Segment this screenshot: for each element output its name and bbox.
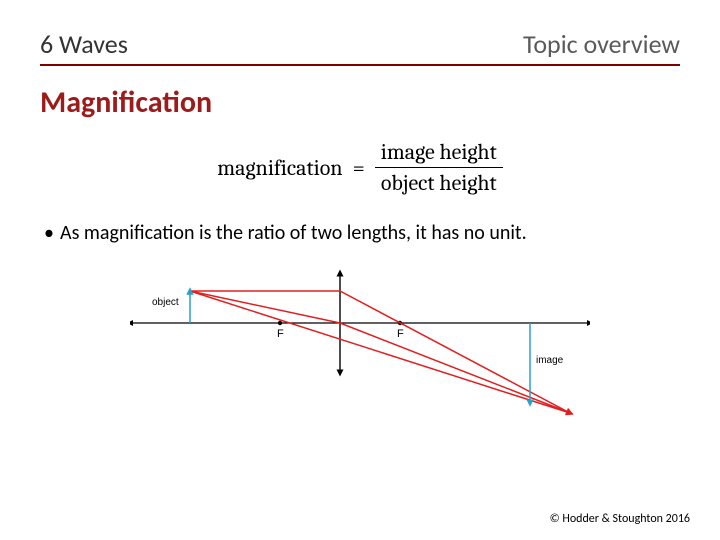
header: 6 Waves Topic overview: [40, 28, 680, 66]
topic-label: Topic overview: [523, 28, 680, 60]
formula-denominator: object height: [375, 168, 503, 196]
chapter-label: 6 Waves: [40, 28, 128, 60]
bullet-item: • As magnification is the ratio of two l…: [44, 221, 676, 245]
formula-lhs: magnification: [217, 155, 342, 181]
ray-diagram: F Fobject image: [130, 263, 590, 433]
bullet-text: As magnification is the ratio of two len…: [60, 221, 527, 245]
bullet-marker: •: [44, 221, 50, 245]
formula-equals: =: [353, 155, 365, 181]
copyright-footer: © Hodder & Stoughton 2016: [550, 512, 690, 526]
svg-text:F: F: [397, 328, 404, 340]
magnification-formula: magnification = image height object heig…: [40, 139, 680, 197]
svg-text:F: F: [277, 328, 284, 340]
svg-text:image: image: [536, 355, 564, 366]
formula-numerator: image height: [375, 139, 503, 168]
section-title: Magnification: [40, 84, 680, 121]
formula-fraction: image height object height: [375, 139, 503, 197]
svg-text:object: object: [152, 297, 179, 308]
